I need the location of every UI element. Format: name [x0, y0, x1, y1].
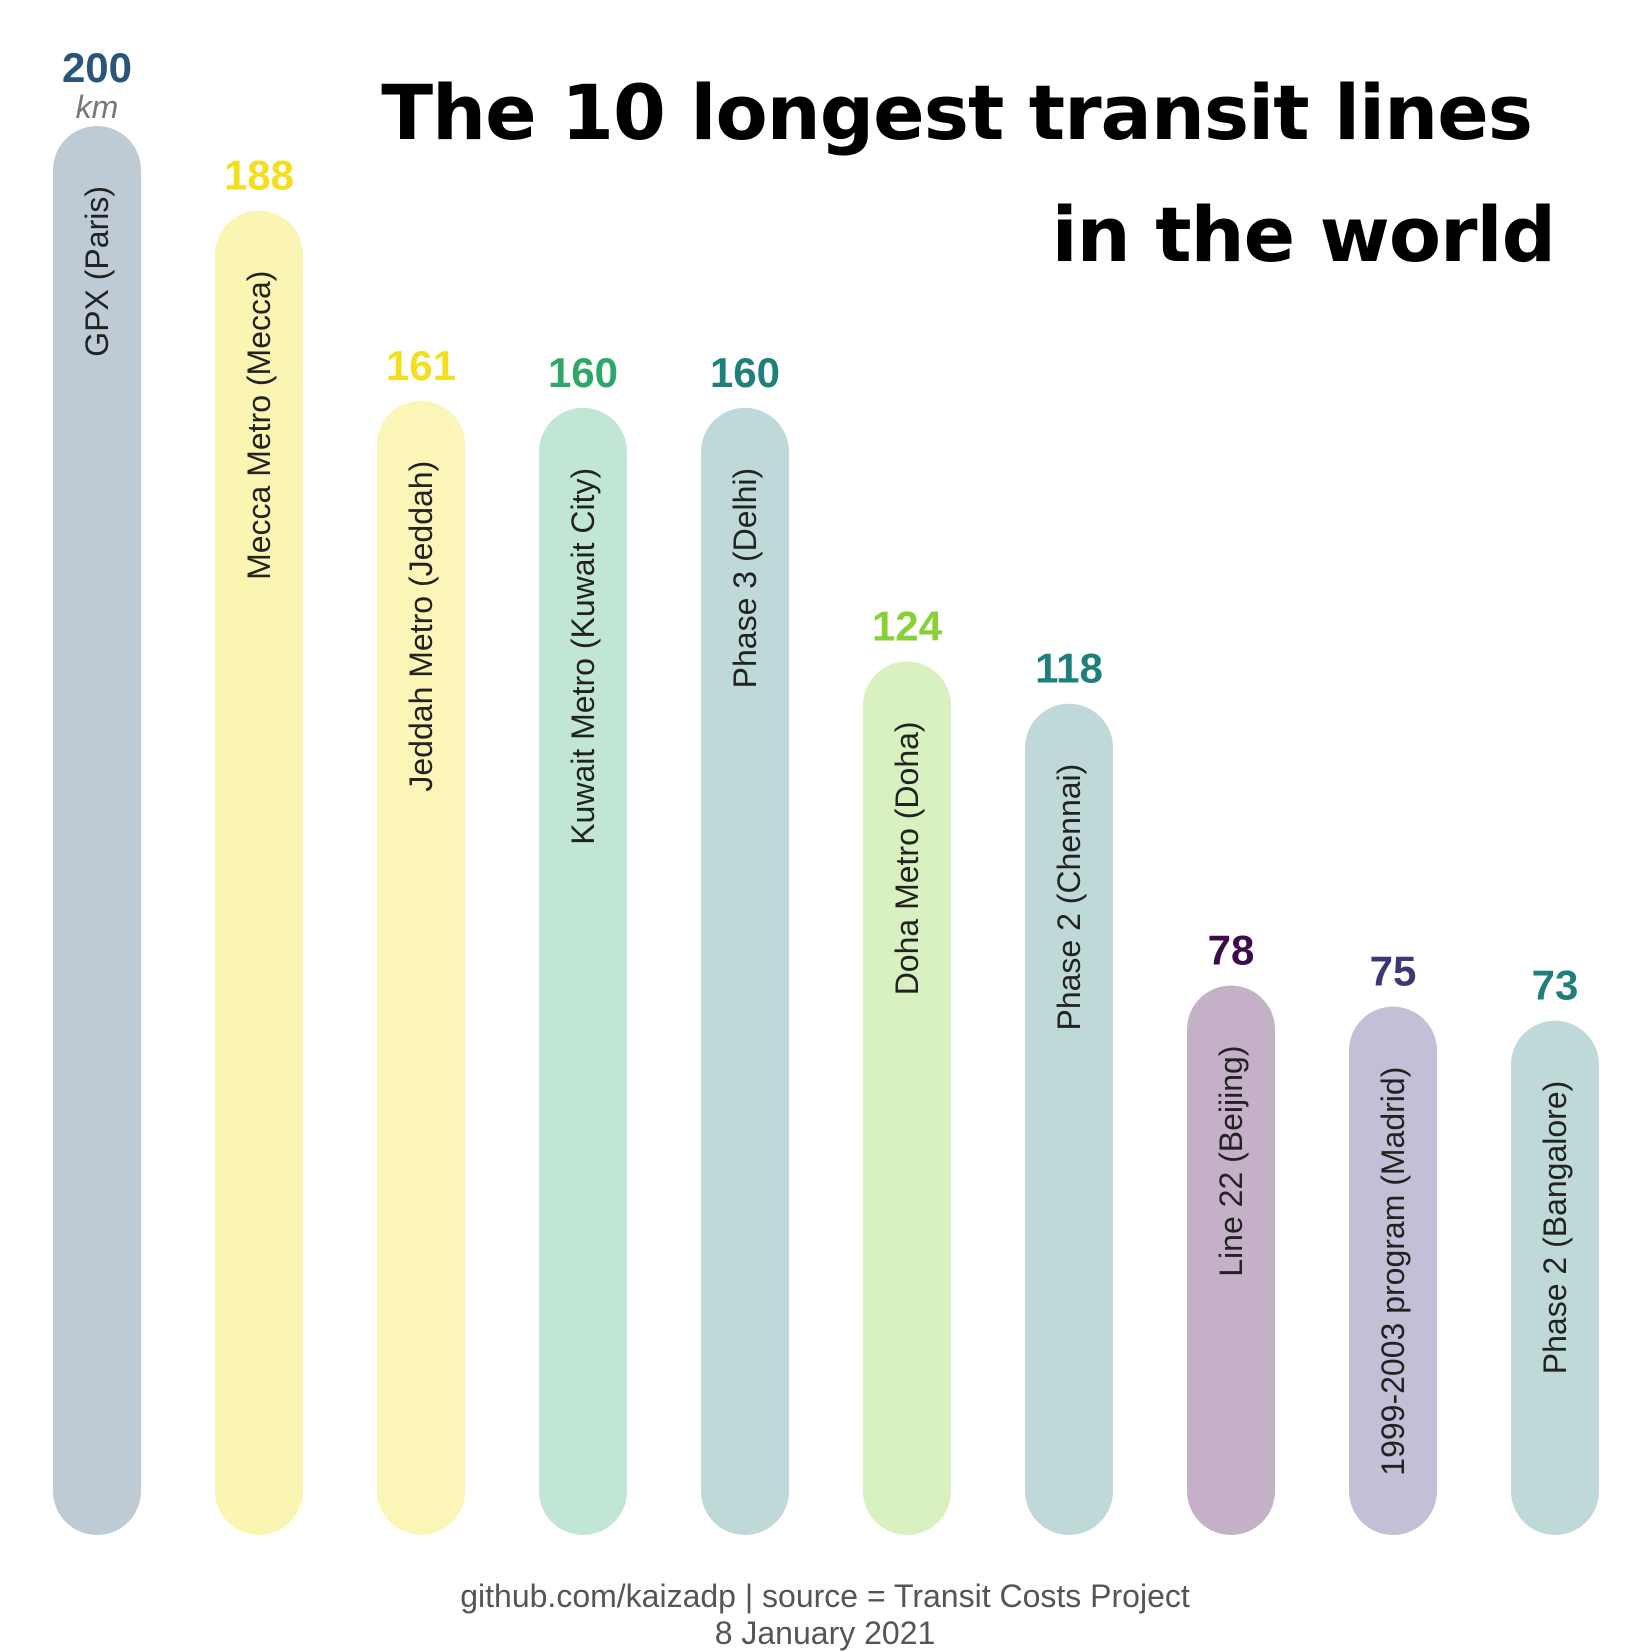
- bar-9: [1511, 1020, 1599, 1535]
- chart-title-line-1: The 10 longest transit lines: [381, 68, 1533, 157]
- category-label-9: Phase 2 (Bangalore): [1537, 1081, 1573, 1375]
- bar-8: [1349, 1006, 1437, 1535]
- bar-2: [377, 400, 465, 1535]
- value-label-2: 161: [386, 342, 456, 389]
- category-label-0: GPX (Paris): [79, 186, 115, 357]
- bar-1: [215, 210, 303, 1535]
- category-label-5: Doha Metro (Doha): [889, 721, 925, 995]
- date-label: 8 January 2021: [714, 1615, 936, 1651]
- category-label-2: Jeddah Metro (Jeddah): [403, 461, 439, 792]
- value-label-0: 200: [62, 44, 132, 91]
- value-label-3: 160: [548, 349, 618, 396]
- value-label-8: 75: [1370, 948, 1417, 995]
- value-label-7: 78: [1208, 926, 1255, 973]
- bar-3: [539, 407, 627, 1535]
- category-label-8: 1999-2003 program (Madrid): [1375, 1067, 1411, 1476]
- category-label-4: Phase 3 (Delhi): [727, 468, 763, 689]
- bar-7: [1187, 985, 1275, 1535]
- chart-title-line-2: in the world: [1051, 190, 1556, 279]
- value-label-1: 188: [224, 152, 294, 199]
- category-label-7: Line 22 (Beijing): [1213, 1045, 1249, 1276]
- bar-4: [701, 407, 789, 1535]
- bar-6: [1025, 703, 1113, 1535]
- source-credit: github.com/kaizadp | source = Transit Co…: [460, 1578, 1190, 1614]
- value-label-4: 160: [710, 349, 780, 396]
- bar-5: [863, 661, 951, 1535]
- value-label-6: 118: [1035, 645, 1103, 692]
- bar-0: [53, 126, 141, 1535]
- value-label-9: 73: [1532, 962, 1579, 1009]
- category-label-3: Kuwait Metro (Kuwait City): [565, 468, 601, 845]
- category-label-6: Phase 2 (Chennai): [1051, 764, 1087, 1031]
- unit-label: km: [76, 89, 119, 125]
- category-label-1: Mecca Metro (Mecca): [241, 271, 277, 580]
- value-label-5: 124: [872, 602, 943, 649]
